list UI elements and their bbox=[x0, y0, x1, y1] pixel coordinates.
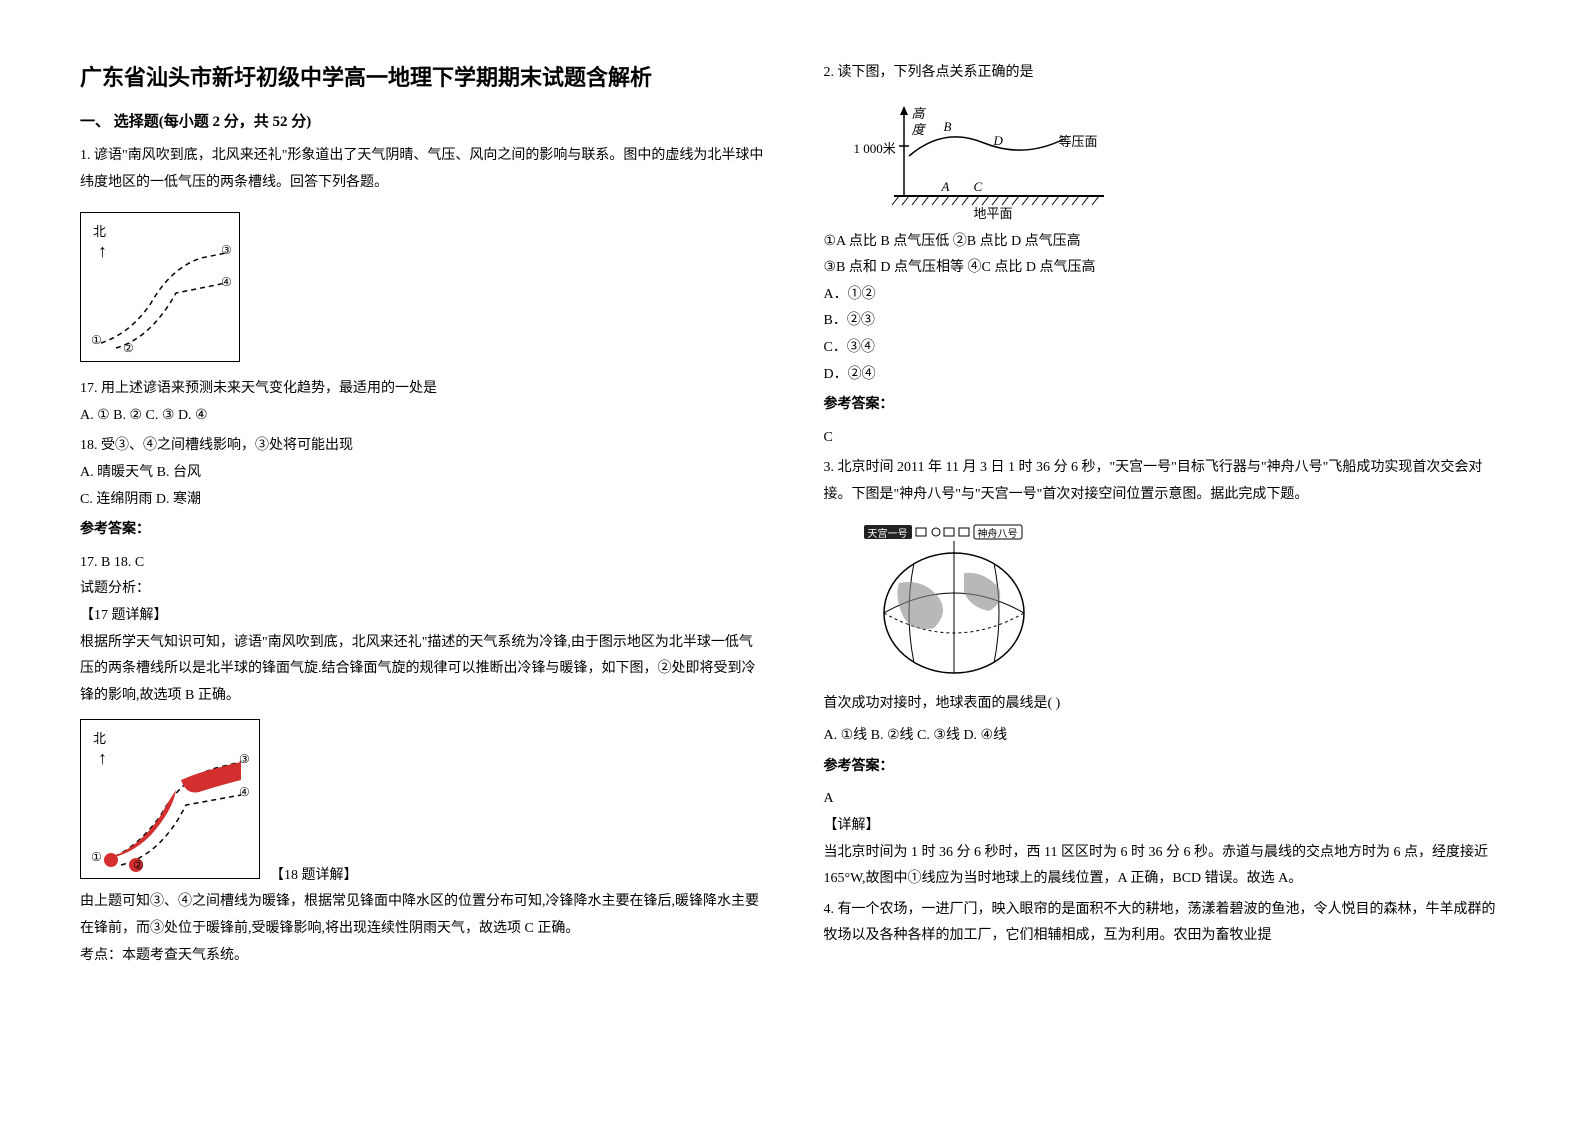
point-c: C bbox=[974, 179, 983, 195]
q1-opts18a: A. 晴暖天气 B. 台风 bbox=[80, 460, 764, 487]
section-header: 一、 选择题(每小题 2 分，共 52 分) bbox=[80, 110, 764, 131]
y-label2: 度 bbox=[912, 119, 925, 138]
right-column: 2. 读下图，下列各点关系正确的是 高 度 1 bbox=[824, 60, 1508, 1062]
q1-intro: 1. 谚语"南风吹到底，北风来还礼"形象道出了天气阴晴、气压、风向之间的影响与联… bbox=[80, 143, 764, 196]
q1-answers: 17. B 18. C bbox=[80, 550, 764, 577]
label-1b: ① bbox=[91, 850, 102, 865]
shenzhou-label: 神舟八号 bbox=[978, 525, 1018, 540]
q2-optA: A．①② bbox=[824, 282, 1508, 309]
label-2: ② bbox=[123, 341, 134, 356]
ground-label: 地平面 bbox=[974, 203, 1013, 222]
label-2b: ② bbox=[133, 858, 144, 873]
q3-question: 首次成功对接时，地球表面的晨线是( ) bbox=[824, 691, 1508, 718]
q1-analysis: 试题分析： bbox=[80, 576, 764, 603]
q3-answer: A bbox=[824, 786, 1508, 813]
q2-optD: D．②④ bbox=[824, 362, 1508, 389]
q1-exp18-b: 由上题可知③、④之间槽线为暖锋，根据常见锋面中降水区的位置分布可知,冷锋降水主要… bbox=[80, 889, 764, 942]
diagram2-frame: 北 ↑ ① ② ③ ④ bbox=[80, 719, 260, 879]
q2-answer-label: 参考答案： bbox=[824, 392, 1508, 419]
label-4b: ④ bbox=[239, 785, 250, 800]
diagram-frame: 北 ↑ ① ② ③ ④ bbox=[80, 212, 240, 362]
q1-sub17: 17. 用上述谚语来预测未来天气变化趋势，最适用的一处是 bbox=[80, 376, 764, 403]
q1-diagram: 北 ↑ ① ② ③ ④ bbox=[80, 212, 764, 362]
trough-lines-red bbox=[81, 720, 261, 880]
q2-stmt2: ③B 点和 D 点气压相等 ④C 点比 D 点气压高 bbox=[824, 255, 1508, 282]
label-3: ③ bbox=[221, 243, 232, 258]
y-tick: 1 000米 bbox=[854, 138, 896, 157]
q1-opts18b: C. 连绵阴雨 D. 寒潮 bbox=[80, 487, 764, 514]
label-3b: ③ bbox=[239, 752, 250, 767]
q3-answer-label: 参考答案： bbox=[824, 754, 1508, 781]
q4-intro: 4. 有一个农场，一进厂门，映入眼帘的是面积不大的耕地，荡漾着碧波的鱼池，令人悦… bbox=[824, 897, 1508, 950]
q1-sub18: 18. 受③、④之间槽线影响，③处将可能出现 bbox=[80, 433, 764, 460]
document-title: 广东省汕头市新圩初级中学高一地理下学期期末试题含解析 bbox=[80, 60, 764, 92]
q1-opts17: A. ① B. ② C. ③ D. ④ bbox=[80, 403, 764, 430]
q3-exp-b: 当北京时间为 1 时 36 分 6 秒时，西 11 区区时为 6 时 36 分 … bbox=[824, 840, 1508, 893]
isobar-label: 等压面 bbox=[1059, 131, 1098, 150]
label-1: ① bbox=[91, 333, 102, 348]
q2-optC: C．③④ bbox=[824, 335, 1508, 362]
q1-exp17-h: 【17 题详解】 bbox=[80, 603, 764, 630]
point-d: D bbox=[994, 133, 1003, 149]
q2-answer: C bbox=[824, 425, 1508, 452]
q2-optB: B．②③ bbox=[824, 308, 1508, 335]
q1-diagram2: 北 ↑ ① ② ③ ④ bbox=[80, 719, 260, 879]
q2-intro: 2. 读下图，下列各点关系正确的是 bbox=[824, 60, 1508, 87]
tiangong-label: 天宫一号 bbox=[868, 525, 908, 540]
trough-lines bbox=[81, 213, 241, 363]
q3-diagram: 天宫一号 神舟八号 bbox=[854, 523, 1054, 683]
q1-exam-point: 考点：本题考查天气系统。 bbox=[80, 943, 764, 970]
point-b: B bbox=[944, 119, 952, 135]
q3-exp-h: 【详解】 bbox=[824, 813, 1508, 840]
globe-svg bbox=[854, 523, 1054, 683]
q1-answer-label: 参考答案： bbox=[80, 517, 764, 544]
q3-options: A. ①线 B. ②线 C. ③线 D. ④线 bbox=[824, 723, 1508, 750]
left-column: 广东省汕头市新圩初级中学高一地理下学期期末试题含解析 一、 选择题(每小题 2 … bbox=[80, 60, 764, 1062]
q3-intro: 3. 北京时间 2011 年 11 月 3 日 1 时 36 分 6 秒，"天宫… bbox=[824, 455, 1508, 508]
q2-diagram: 高 度 1 000米 B D A C 等压面 地平面 bbox=[854, 101, 1114, 221]
q2-stmt1: ①A 点比 B 点气压低 ②B 点比 D 点气压高 bbox=[824, 229, 1508, 256]
q1-diagram2-container: 北 ↑ ① ② ③ ④ 【18 题详解】 bbox=[80, 709, 764, 889]
point-a: A bbox=[942, 179, 950, 195]
q1-exp17-b: 根据所学天气知识可知，谚语"南风吹到底，北风来还礼"描述的天气系统为冷锋,由于图… bbox=[80, 630, 764, 710]
q1-exp18-h: 【18 题详解】 bbox=[270, 863, 358, 890]
label-4: ④ bbox=[221, 275, 232, 290]
